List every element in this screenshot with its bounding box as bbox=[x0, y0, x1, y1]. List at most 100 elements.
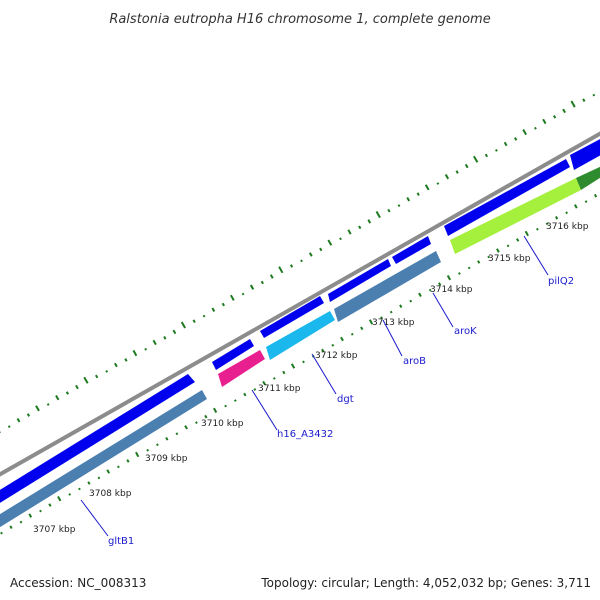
feature-forward-cds-6[interactable] bbox=[444, 159, 570, 236]
gc-tick-upper-41 bbox=[397, 204, 401, 208]
gc-tick-lower-59 bbox=[574, 204, 578, 209]
gc-tick-upper-7 bbox=[65, 391, 70, 395]
gc-tick-upper-8 bbox=[75, 384, 79, 390]
gc-tick-lower-0 bbox=[0, 531, 3, 535]
gc-tick-lower-1 bbox=[9, 525, 13, 529]
gc-tick-lower-26 bbox=[253, 388, 257, 391]
gene-label-aroB[interactable]: aroB bbox=[403, 356, 426, 367]
tick-label-3713: 3713 kbp bbox=[372, 318, 415, 328]
leader-aroK bbox=[432, 292, 454, 328]
gc-tick-upper-15 bbox=[144, 347, 147, 351]
gc-tick-upper-25 bbox=[241, 292, 245, 296]
gc-tick-lower-2 bbox=[19, 520, 23, 524]
feature-forward-cds-2[interactable] bbox=[212, 339, 254, 370]
feature-forward-cds-7[interactable] bbox=[570, 137, 600, 170]
kbp-scale: 3707 kbp 3708 kbp 3709 kbp 3710 kbp 3711… bbox=[33, 222, 589, 535]
tick-label-3716: 3716 kbp bbox=[546, 222, 589, 232]
gene-label-gltB1[interactable]: gltB1 bbox=[108, 536, 134, 547]
feature-gltB1-forward[interactable] bbox=[0, 374, 195, 506]
map-title: Ralstonia eutropha H16 chromosome 1, com… bbox=[109, 12, 490, 27]
gc-tick-lower-55 bbox=[536, 227, 539, 231]
gc-tick-lower-53 bbox=[516, 238, 520, 242]
chromosome-backbone bbox=[0, 131, 600, 477]
gc-tick-upper-39 bbox=[375, 211, 381, 219]
gc-tick-upper-60 bbox=[582, 98, 586, 102]
feature-dark-green[interactable] bbox=[576, 165, 600, 190]
gc-tick-lower-6 bbox=[57, 496, 62, 502]
feature-dgt[interactable] bbox=[266, 311, 335, 360]
gc-tick-lower-45 bbox=[438, 282, 442, 286]
gc-tick-lower-42 bbox=[409, 299, 413, 303]
gene-label-h16_A3432[interactable]: h16_A3432 bbox=[277, 429, 333, 440]
gc-tick-upper-6 bbox=[55, 395, 60, 401]
gc-tick-upper-52 bbox=[503, 141, 508, 147]
feature-pilQ2[interactable] bbox=[450, 178, 581, 254]
gc-tick-upper-23 bbox=[221, 302, 225, 307]
gc-tick-lower-34 bbox=[331, 343, 335, 347]
gc-tick-upper-61 bbox=[592, 93, 596, 97]
gc-tick-lower-46 bbox=[446, 275, 452, 281]
gc-tick-upper-20 bbox=[192, 319, 196, 323]
tick-label-3708: 3708 kbp bbox=[89, 489, 132, 499]
gc-tick-upper-21 bbox=[202, 314, 206, 318]
gc-tick-lower-21 bbox=[204, 414, 208, 419]
gc-tick-lower-39 bbox=[380, 316, 383, 320]
gc-tick-upper-33 bbox=[319, 247, 323, 252]
genome-summary: Topology: circular; Length: 4,052,032 bp… bbox=[261, 576, 591, 590]
feature-forward-cds-3[interactable] bbox=[260, 296, 324, 338]
gc-tick-lower-36 bbox=[350, 332, 354, 336]
leader-gltB1 bbox=[80, 499, 109, 537]
gc-tick-lower-37 bbox=[360, 326, 364, 331]
gc-tick-lower-4 bbox=[39, 509, 42, 513]
gc-tick-lower-7 bbox=[68, 493, 72, 496]
gc-tick-lower-24 bbox=[233, 399, 237, 402]
gene-label-aroK[interactable]: aroK bbox=[454, 326, 477, 337]
feature-forward-cds-5[interactable] bbox=[392, 236, 431, 264]
gc-tick-lower-54 bbox=[524, 230, 529, 237]
gc-tick-upper-46 bbox=[444, 174, 450, 180]
gc-tick-lower-51 bbox=[496, 248, 500, 253]
gc-tick-upper-9 bbox=[83, 376, 89, 384]
gc-tick-lower-44 bbox=[428, 288, 432, 292]
gc-tick-upper-13 bbox=[124, 358, 128, 362]
gc-tick-upper-31 bbox=[300, 259, 303, 263]
gc-tick-upper-50 bbox=[484, 153, 488, 158]
gc-tick-lower-9 bbox=[87, 481, 91, 485]
gc-tick-lower-20 bbox=[195, 421, 198, 425]
gc-tick-upper-34 bbox=[327, 239, 333, 246]
feature-aroB[interactable] bbox=[334, 251, 441, 322]
gc-tick-upper-3 bbox=[26, 413, 31, 417]
gc-tick-upper-12 bbox=[114, 362, 118, 368]
gc-tick-lower-40 bbox=[389, 310, 393, 314]
feature-forward-cds-4[interactable] bbox=[328, 259, 391, 302]
gc-tick-upper-47 bbox=[455, 170, 459, 174]
gc-tick-upper-10 bbox=[95, 374, 99, 379]
gc-tick-lower-27 bbox=[262, 380, 266, 386]
gc-tick-upper-24 bbox=[230, 294, 235, 301]
gc-tick-lower-10 bbox=[97, 476, 101, 480]
gc-tick-upper-22 bbox=[211, 307, 216, 312]
gc-tick-upper-2 bbox=[16, 418, 21, 423]
gc-tick-upper-55 bbox=[534, 126, 537, 130]
gc-tick-upper-1 bbox=[7, 425, 11, 428]
feature-h16_A3432[interactable] bbox=[218, 350, 265, 387]
gene-labels: gltB1 h16_A3432 dgt aroB aroK pilQ2 bbox=[80, 235, 574, 547]
gc-tick-upper-51 bbox=[495, 149, 498, 152]
gc-tick-upper-14 bbox=[132, 349, 138, 357]
gene-label-pilQ2[interactable]: pilQ2 bbox=[548, 276, 574, 287]
gc-tick-lower-17 bbox=[165, 437, 169, 441]
gc-tick-lower-38 bbox=[368, 319, 374, 325]
gc-tick-upper-19 bbox=[180, 321, 186, 329]
gc-tick-lower-29 bbox=[282, 370, 286, 375]
gc-tick-lower-49 bbox=[477, 260, 481, 264]
gc-tick-upper-40 bbox=[387, 208, 391, 213]
gc-tick-lower-35 bbox=[340, 336, 344, 342]
feature-gltB1-reverse[interactable] bbox=[0, 390, 207, 529]
gene-label-dgt[interactable]: dgt bbox=[337, 394, 354, 405]
gc-tick-lower-16 bbox=[156, 443, 159, 447]
gc-tick-lower-33 bbox=[321, 348, 325, 353]
gc-tick-upper-5 bbox=[46, 403, 50, 406]
gc-tick-upper-59 bbox=[570, 100, 576, 108]
gc-tick-upper-11 bbox=[105, 369, 109, 373]
